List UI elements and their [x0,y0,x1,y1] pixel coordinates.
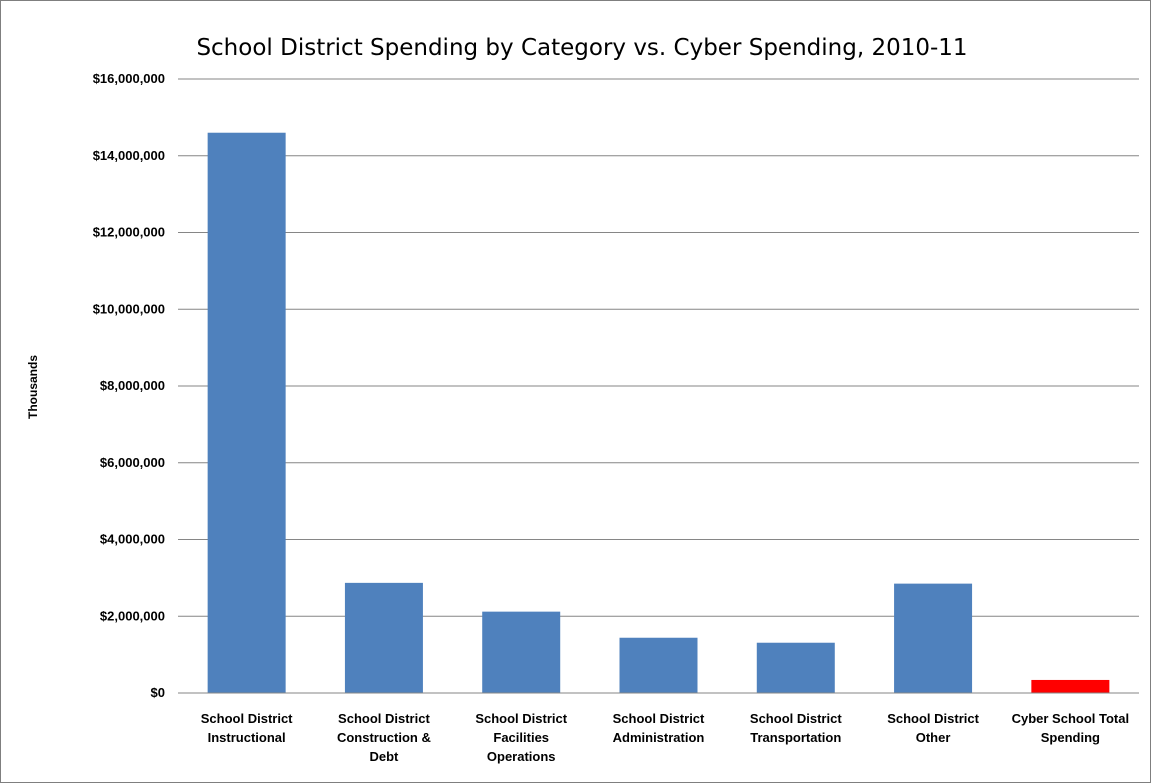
bar [619,637,698,693]
y-axis-label: Thousands [26,355,40,419]
y-tick-label: $14,000,000 [93,148,165,163]
x-tick-label: School District Instructional [201,711,293,745]
y-axis-ticks: $0 $2,000,000 $4,000,000 $6,000,000 $8,000,0… [93,71,165,700]
y-tick-label: $2,000,000 [100,608,165,623]
y-tick-label: $4,000,000 [100,532,165,547]
x-tick-label: School District Facilities Operations [475,711,567,764]
x-axis-labels: School District Instructional School Distr… [201,711,1129,764]
x-tick-label: Cyber School Total Spending [1012,711,1130,745]
x-tick-label: School District Construction & Debt [337,711,431,764]
bar [756,642,835,693]
y-tick-label: $8,000,000 [100,378,165,393]
x-tick-label: School District Other [887,711,979,745]
bar [344,582,423,693]
bars [207,132,1110,694]
y-tick-label: $10,000,000 [93,301,165,316]
x-tick-label: School District Transportation [750,711,842,745]
chart-title: School District Spending by Category vs.… [196,35,967,61]
bar [207,132,286,694]
bar [482,611,561,693]
y-tick-label: $12,000,000 [93,225,165,240]
y-tick-label: $0 [151,685,165,700]
bar [894,583,973,693]
y-tick-label: $6,000,000 [100,455,165,470]
gridlines [178,78,1139,617]
x-tick-label: School District Administration [613,711,705,745]
bar [1031,679,1110,693]
y-tick-label: $16,000,000 [93,71,165,86]
